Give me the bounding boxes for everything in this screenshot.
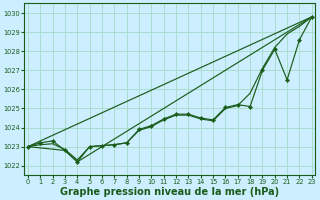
X-axis label: Graphe pression niveau de la mer (hPa): Graphe pression niveau de la mer (hPa) <box>60 187 279 197</box>
